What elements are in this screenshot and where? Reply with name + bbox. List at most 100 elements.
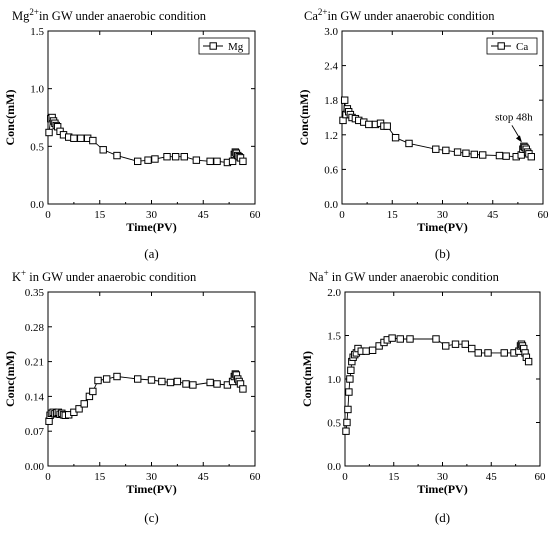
data-point (45, 128, 53, 137)
y-tick-label: 0.0 (327, 461, 341, 473)
data-point (213, 380, 221, 388)
data-point (451, 340, 460, 348)
chart-panel: Na+ in GW under anaerobic condition 0 15 30… (300, 268, 546, 525)
data-point (99, 146, 107, 154)
data-point (70, 134, 78, 142)
title-ion: Mg (12, 9, 30, 23)
data-point (388, 334, 396, 342)
data-point (391, 133, 400, 142)
legend-marker (497, 42, 505, 50)
data-point (484, 349, 492, 357)
panel-label: (d) (435, 510, 450, 525)
y-tick-label: 0.21 (25, 357, 44, 369)
data-point (134, 375, 142, 383)
data-point (173, 377, 182, 386)
chart-title: Ca2+in GW under anaerobic condition (304, 7, 495, 23)
x-tick-label: 0 (342, 471, 348, 483)
data-point (432, 145, 440, 153)
chart-panel: K+ in GW under anaerobic condition 0 15 30 4… (3, 268, 261, 525)
chart-title: K+ in GW under anaerobic condition (12, 268, 197, 284)
title-text: in GW under anaerobic condition (327, 9, 495, 23)
data-point (113, 151, 121, 160)
data-point (213, 157, 221, 166)
x-tick-label: 60 (250, 209, 262, 221)
data-point (102, 375, 111, 383)
data-point (206, 157, 214, 166)
data-point (479, 151, 487, 159)
x-tick-label: 60 (535, 471, 547, 483)
y-axis-label: Conc(mM) (297, 90, 311, 146)
data-point (45, 417, 53, 425)
data-point (80, 400, 88, 408)
data-point (192, 156, 201, 164)
y-tick-label: 1.5 (327, 331, 341, 343)
data-point (461, 340, 469, 348)
x-tick-label: 45 (487, 209, 499, 221)
data-point (134, 157, 142, 166)
chart-title: Na+ in GW under anaerobic condition (309, 268, 500, 284)
y-axis-label: Conc(mM) (3, 90, 17, 146)
data-point (158, 377, 166, 386)
y-tick-label: 1.8 (324, 95, 338, 107)
y-tick-label: 0.0 (324, 199, 338, 211)
plot-frame (344, 291, 541, 467)
data-point (502, 152, 510, 160)
y-tick-label: 0.07 (25, 426, 45, 438)
title-charge: 2+ (29, 7, 39, 17)
y-tick-label: 0.5 (327, 418, 341, 430)
data-point (470, 150, 479, 159)
title-text: in GW under anaerobic condition (26, 270, 197, 284)
x-tick-label: 30 (146, 209, 158, 221)
chart-title: Mg2+in GW under anaerobic condition (12, 7, 207, 23)
title-text: in GW under anaerobic condition (329, 270, 500, 284)
data-point (500, 349, 508, 357)
x-tick-label: 30 (437, 209, 449, 221)
y-tick-label: 1.0 (30, 84, 44, 96)
data-point (442, 342, 450, 350)
x-axis-label: Time(PV) (126, 482, 176, 496)
data-point (77, 134, 85, 142)
plot-frame (47, 30, 256, 205)
x-axis-label: Time(PV) (417, 482, 467, 496)
y-axis-label: Conc(mM) (300, 351, 314, 407)
data-point (182, 380, 190, 388)
x-tick-label: 30 (146, 471, 158, 483)
data-point (344, 405, 352, 414)
y-tick-label: 1.5 (30, 26, 44, 38)
x-tick-label: 15 (94, 471, 106, 483)
data-point (432, 335, 440, 343)
data-point (166, 378, 175, 387)
title-charge: 2+ (318, 7, 328, 17)
y-tick-label: 1.2 (324, 130, 338, 142)
data-point (75, 405, 83, 413)
title-charge: + (21, 268, 26, 278)
x-tick-label: 0 (339, 209, 345, 221)
title-text: in GW under anaerobic condition (39, 9, 207, 23)
title-ion: Na (309, 270, 324, 284)
x-axis-label: Time(PV) (417, 220, 467, 234)
data-point (239, 385, 247, 393)
y-tick-label: 0.14 (25, 391, 45, 403)
y-tick-label: 0.35 (25, 287, 45, 299)
x-tick-label: 45 (198, 209, 210, 221)
x-tick-label: 45 (198, 471, 210, 483)
y-tick-label: 0.00 (25, 461, 45, 473)
data-point (442, 146, 450, 155)
data-point (474, 349, 482, 357)
title-ion: Ca (304, 9, 318, 23)
y-tick-label: 0.5 (30, 141, 44, 153)
data-point (346, 375, 354, 383)
y-axis-label: Conc(mM) (3, 351, 17, 407)
y-tick-label: 0.6 (324, 164, 338, 176)
annotation-text: stop 48h (495, 111, 533, 123)
title-ion: K (12, 270, 21, 284)
data-point (206, 378, 214, 387)
data-point (527, 153, 535, 161)
data-point (342, 427, 350, 435)
data-point (189, 381, 197, 389)
data-point (406, 335, 414, 343)
data-point (453, 148, 462, 156)
